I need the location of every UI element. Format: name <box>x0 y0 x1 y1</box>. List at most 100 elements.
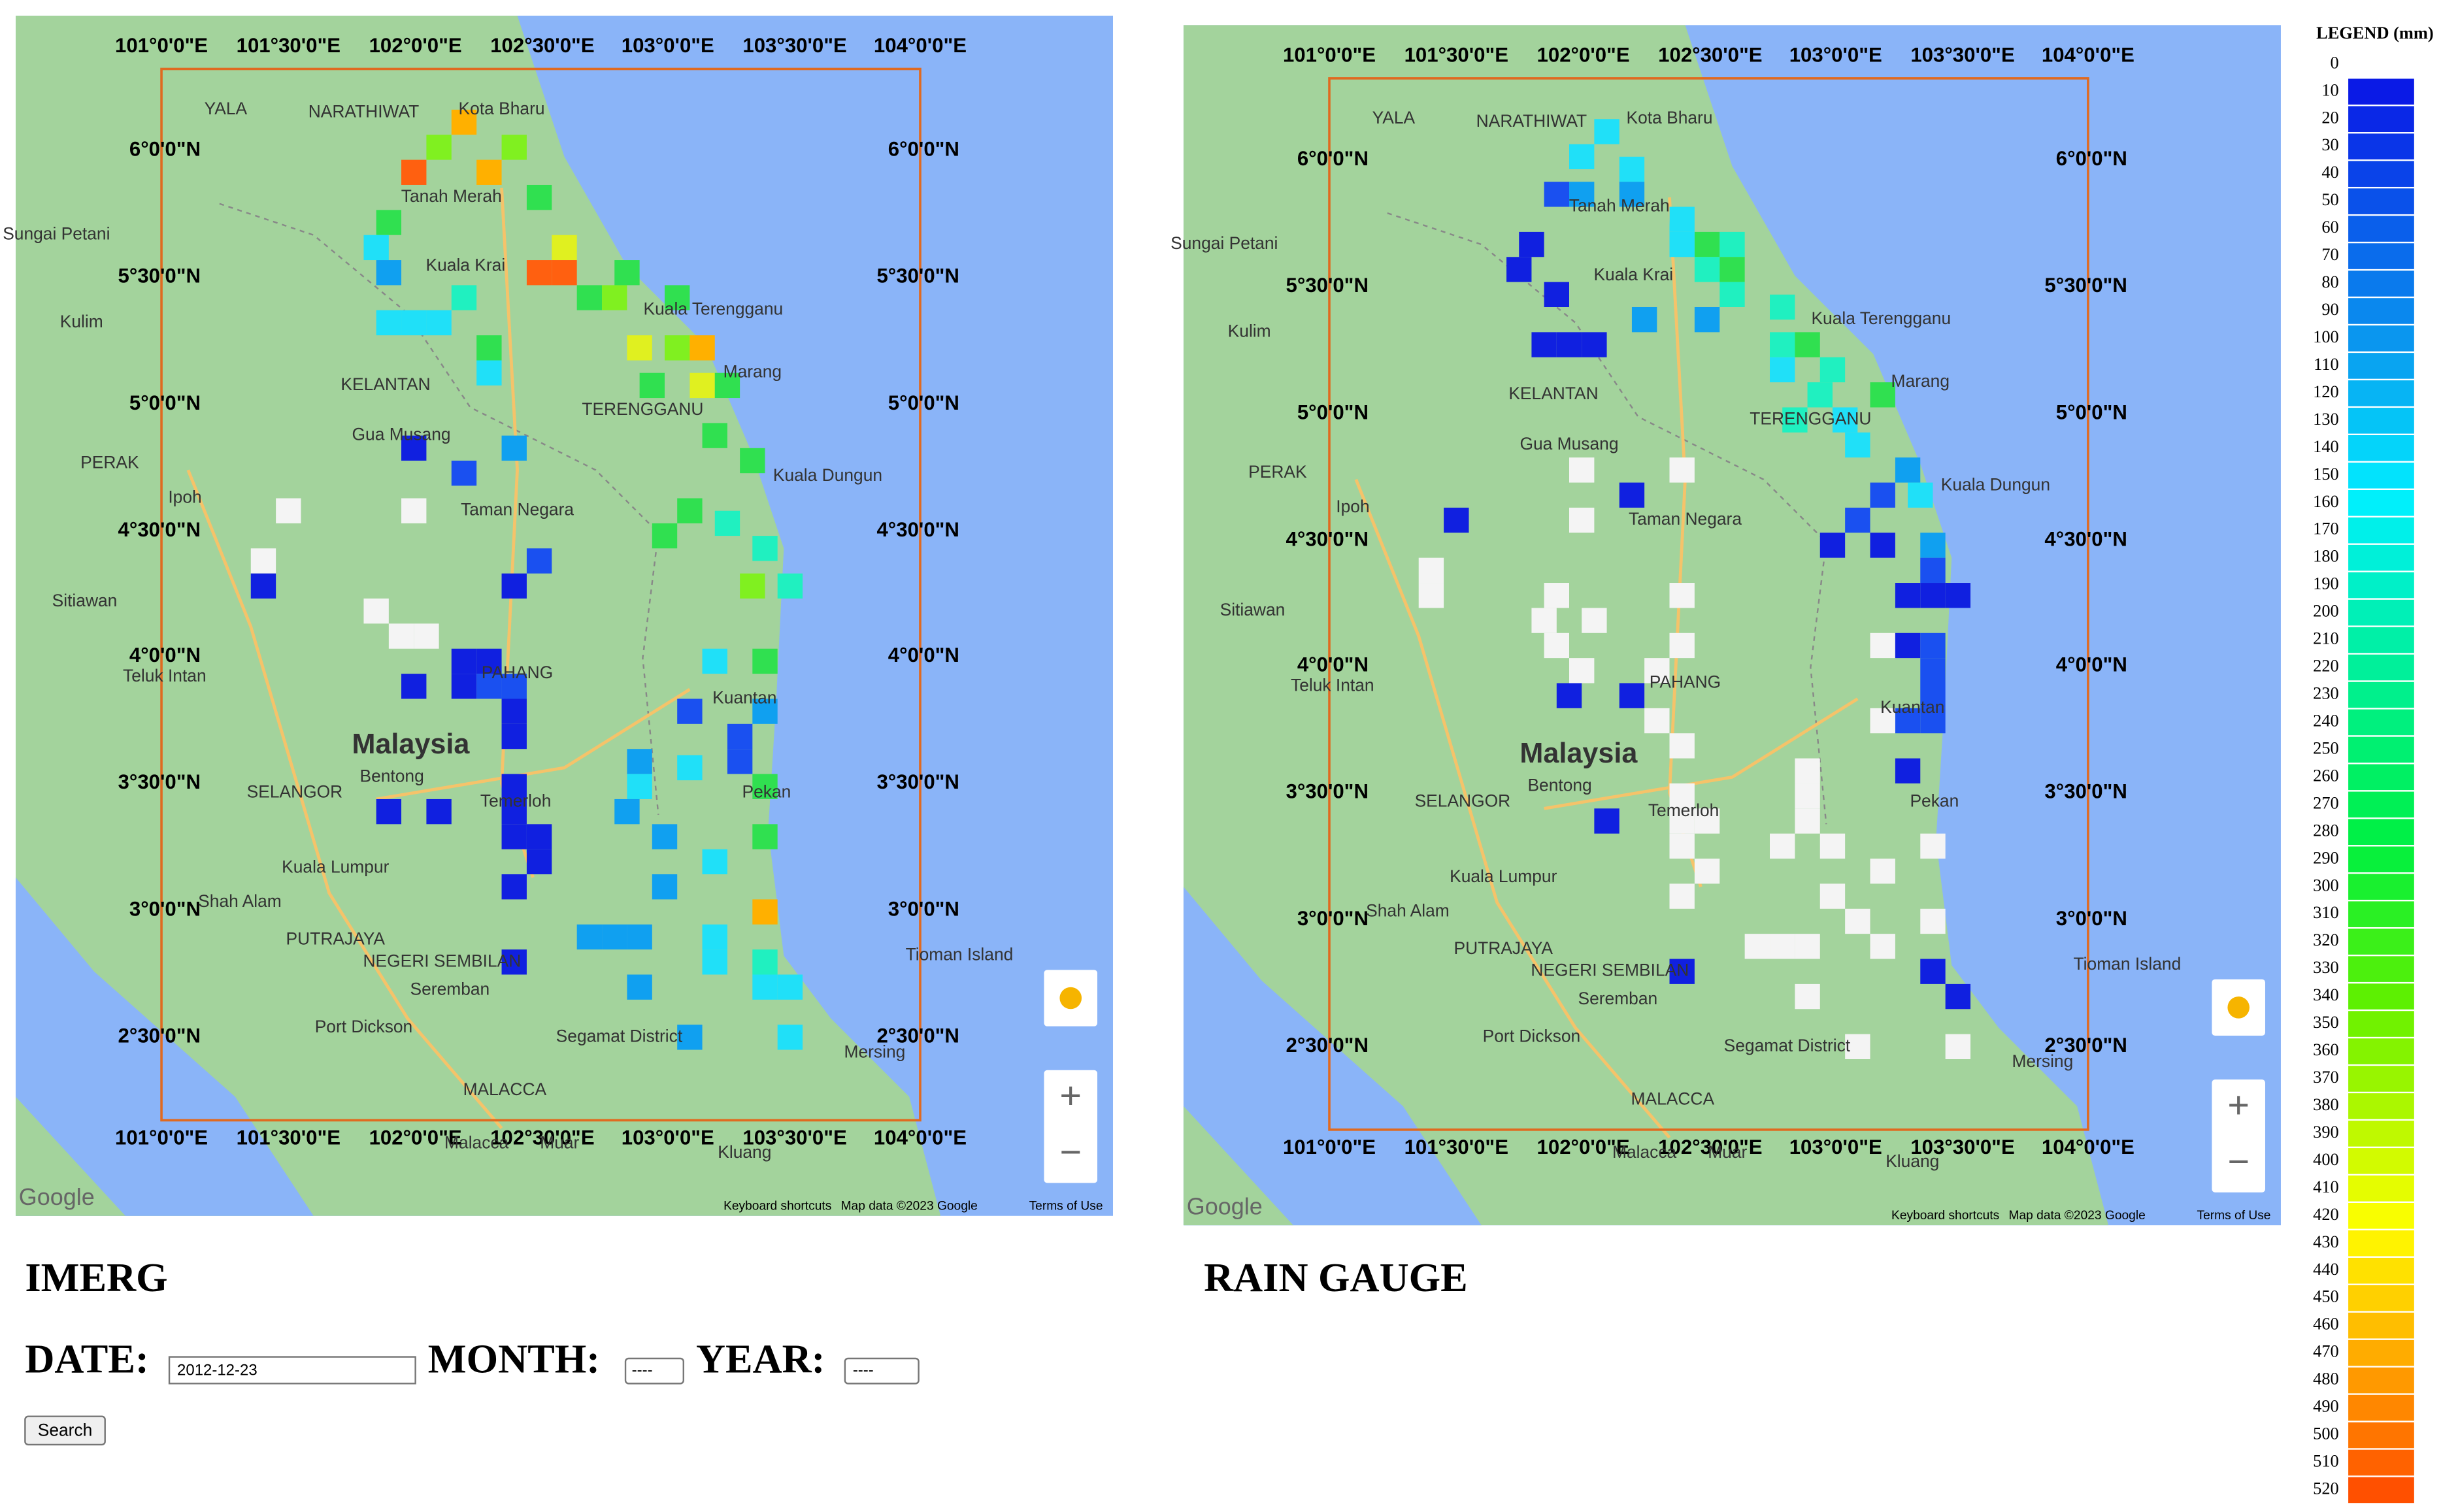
place-label: Port Dickson <box>1483 1026 1581 1045</box>
rain-cell <box>1870 533 1895 558</box>
attribution[interactable]: Keyboard shortcuts <box>723 1199 831 1213</box>
place-label: Kuantan <box>1880 697 1944 717</box>
place-label: Tanah Merah <box>401 186 502 206</box>
legend-swatch <box>2348 1339 2414 1366</box>
legend-swatch <box>2348 462 2414 489</box>
zoom-out[interactable]: − <box>1059 1131 1082 1173</box>
rain-cell <box>1594 808 1619 834</box>
rain-cell <box>627 774 652 799</box>
rain-cell <box>1719 231 1745 257</box>
zoom-control[interactable] <box>2212 1079 2265 1192</box>
legend-swatch <box>2348 599 2414 626</box>
lat-label: 5°30'0"N <box>876 265 959 288</box>
land-sumatra <box>1183 1106 1293 1226</box>
place-label: PERAK <box>80 453 139 472</box>
zoom-out[interactable]: − <box>2227 1141 2250 1183</box>
legend-swatch <box>2348 1066 2414 1092</box>
rain-cell <box>576 285 603 310</box>
legend-label: 170 <box>2313 519 2339 538</box>
rain-cell <box>250 548 276 574</box>
rain-cell <box>1594 119 1619 144</box>
place-label: YALA <box>205 99 248 118</box>
rain-cell <box>752 974 778 1000</box>
lat-label: 3°30'0"N <box>1286 780 1369 803</box>
map[interactable]: 101°0'0"E 101°0'0"E 101°30'0"E 101°30'0"E 10… <box>1171 25 2281 1226</box>
lat-label: 5°0'0"N <box>2056 401 2127 423</box>
lon-label: 102°30'0"E <box>1658 1136 1762 1159</box>
legend-swatch <box>2348 1257 2414 1284</box>
place-label: SELANGOR <box>247 781 343 801</box>
attribution[interactable]: Map data ©2023 Google <box>2009 1209 2146 1223</box>
rain-cell <box>501 674 527 699</box>
attribution[interactable]: Keyboard shortcuts <box>1891 1209 1999 1223</box>
zoom-in[interactable]: + <box>2227 1085 2250 1126</box>
legend-swatch <box>2348 1230 2414 1257</box>
rain-cell <box>1744 934 1770 959</box>
place-label: Mersing <box>2012 1051 2073 1071</box>
place-label: Mersing <box>844 1042 906 1061</box>
month-select[interactable] <box>624 1357 684 1385</box>
rain-cell <box>501 698 527 724</box>
rain-cell <box>1506 257 1532 282</box>
rain-cell <box>752 899 778 925</box>
legend-label: 40 <box>2321 162 2338 182</box>
legend-swatch <box>2348 1394 2414 1421</box>
lon-label: 103°30'0"E <box>742 34 846 57</box>
rain-cell <box>1870 382 1895 408</box>
date-input[interactable] <box>168 1356 416 1385</box>
map[interactable]: 101°0'0"E 101°0'0"E 101°30'0"E 101°30'0"E 10… <box>3 15 1114 1216</box>
search-button[interactable] <box>24 1415 106 1446</box>
rain-cell <box>501 949 527 975</box>
legend-label: 160 <box>2313 491 2339 511</box>
legend-label: 480 <box>2313 1369 2339 1389</box>
rain-cell <box>1870 633 1895 659</box>
rain-cell <box>652 824 678 849</box>
rain-cell <box>702 849 727 875</box>
legend-label: 500 <box>2313 1424 2339 1443</box>
rain-cell <box>752 774 778 799</box>
rain-cell <box>501 824 527 849</box>
place-label: Teluk Intan <box>1291 675 1374 695</box>
rain-cell <box>451 460 477 486</box>
strait <box>1183 887 1482 1226</box>
place-label: PAHANG <box>482 663 553 682</box>
legend-swatch <box>2348 353 2414 379</box>
rain-cell <box>1795 332 1820 357</box>
lon-label: 103°30'0"E <box>742 1126 846 1149</box>
rain-cell <box>476 674 502 699</box>
lat-label: 5°0'0"N <box>129 391 201 414</box>
legend-label: 370 <box>2313 1067 2339 1087</box>
attribution[interactable]: Terms of Use <box>1029 1199 1103 1213</box>
lon-label: 104°0'0"E <box>2042 44 2134 67</box>
legend-swatch <box>2348 1422 2414 1449</box>
legend-label: 80 <box>2321 272 2338 291</box>
lat-label: 5°30'0"N <box>1286 274 1369 297</box>
legend-swatch <box>2348 1011 2414 1037</box>
rain-cell <box>677 755 703 781</box>
place-label: Kuala Dungun <box>773 465 882 485</box>
rain-cell <box>1795 758 1820 783</box>
place-label: KELANTAN <box>1508 384 1598 403</box>
legend-label: 350 <box>2313 1012 2339 1032</box>
rain-cell <box>501 874 527 900</box>
rain-cell <box>526 824 552 849</box>
legend-label: 420 <box>2313 1204 2339 1224</box>
rain-cell <box>1920 633 1946 659</box>
rain-cell <box>376 210 402 235</box>
attribution[interactable]: Map data ©2023 Google <box>841 1199 978 1213</box>
rain-cell <box>401 498 427 523</box>
attribution[interactable]: Terms of Use <box>2197 1209 2271 1223</box>
legend-swatch <box>2348 380 2414 406</box>
rain-cell <box>1569 457 1595 483</box>
zoom-control[interactable] <box>1044 1070 1098 1183</box>
rain-cell <box>1845 1034 1870 1059</box>
zoom-in[interactable]: + <box>1059 1075 1082 1117</box>
rain-cell <box>1569 658 1595 683</box>
legend-swatch <box>2348 819 2414 846</box>
lon-label: 102°30'0"E <box>490 34 594 57</box>
year-select[interactable] <box>844 1357 920 1385</box>
lon-label: 101°30'0"E <box>1404 44 1508 67</box>
rain-cell <box>1569 144 1595 169</box>
lon-label: 102°0'0"E <box>1537 1136 1630 1159</box>
rain-cell <box>1920 833 1946 859</box>
